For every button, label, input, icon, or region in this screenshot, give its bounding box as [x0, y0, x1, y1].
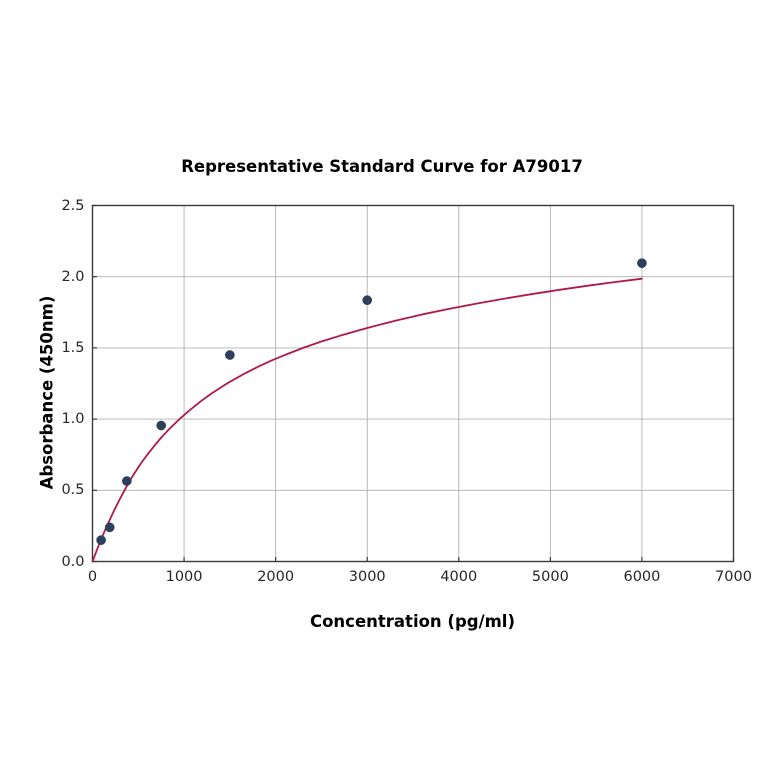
data-point — [104, 522, 115, 533]
x-tick-label: 7000 — [715, 568, 752, 585]
x-tick-label: 4000 — [440, 568, 478, 585]
x-tick-label: 2000 — [257, 568, 295, 585]
data-point — [225, 350, 235, 360]
x-axis-label: Concentration (pg/ml) — [309, 612, 516, 631]
data-point — [121, 476, 132, 486]
x-tick-label: 1000 — [165, 568, 203, 585]
y-tick-label: 0.0 — [61, 553, 85, 570]
y-tick-label: 1.5 — [61, 339, 85, 356]
axis-ticks — [91, 204, 735, 563]
data-point — [96, 535, 106, 545]
y-tick-label: 2.0 — [61, 268, 85, 285]
data-point — [156, 420, 167, 431]
chart-title: Representative Standard Curve for A79017 — [181, 157, 583, 176]
y-tick-label: 2.5 — [61, 197, 85, 214]
standard-curve-line — [91, 277, 643, 563]
data-point-markers — [96, 258, 647, 545]
axes-frame — [91, 204, 735, 563]
y-tick-label: 1.0 — [61, 411, 85, 428]
y-tick-label: 0.5 — [61, 482, 85, 499]
x-tick-label: 0 — [87, 568, 98, 585]
data-point — [362, 295, 373, 306]
x-tick-label: 3000 — [348, 568, 386, 585]
gridlines — [92, 205, 734, 562]
data-point — [637, 258, 647, 269]
x-tick-label: 5000 — [531, 568, 569, 585]
x-tick-label: 6000 — [623, 568, 661, 585]
